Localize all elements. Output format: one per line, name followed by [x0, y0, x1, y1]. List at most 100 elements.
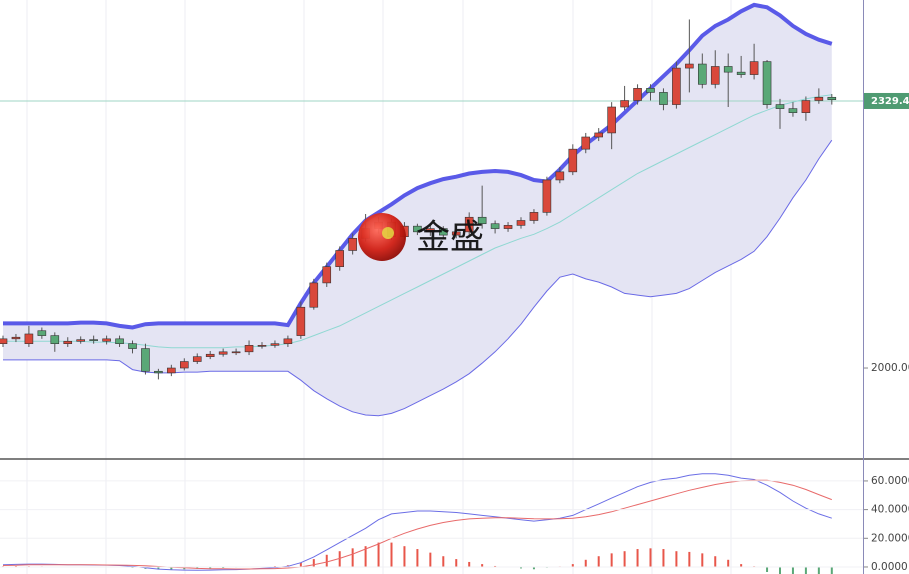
candle-body	[568, 148, 578, 173]
candle-body	[180, 361, 189, 369]
macd-histogram-bar	[610, 553, 613, 567]
band-line	[3, 139, 833, 417]
macd-histogram-bar	[455, 559, 458, 567]
macd-histogram-bar	[351, 548, 354, 567]
candle-body	[141, 348, 150, 372]
macd-histogram-bar	[429, 552, 432, 567]
candle-body	[50, 335, 60, 345]
macd-histogram-bar	[325, 554, 328, 567]
watermark: 金盛	[358, 213, 484, 261]
candle-body	[529, 212, 539, 221]
candle-body	[723, 66, 733, 73]
macd-histogram-bar	[623, 551, 626, 567]
y-tick-label: 60.0000	[871, 475, 909, 487]
candle-body	[192, 356, 202, 362]
macd-histogram-bar	[727, 559, 730, 567]
band-line	[3, 2, 833, 330]
macd-histogram-bar	[377, 542, 380, 567]
candle-body	[348, 238, 357, 251]
candle-body	[335, 250, 345, 267]
macd-histogram-bar	[403, 546, 406, 567]
macd-histogram-bar	[442, 556, 445, 567]
macd-histogram-bar	[701, 553, 704, 567]
candle-body	[542, 179, 552, 213]
candle-body	[633, 88, 642, 101]
macd-histogram-bar	[364, 546, 367, 567]
candle-body	[218, 351, 228, 355]
candle-body	[102, 338, 111, 342]
watermark-text: 金盛	[416, 218, 484, 258]
candle-body	[659, 92, 668, 105]
candle-body	[594, 132, 604, 138]
candle-body	[646, 88, 655, 93]
macd-histogram-bar	[714, 556, 717, 567]
macd-histogram-bar	[312, 559, 315, 567]
macd-histogram-bar	[338, 551, 341, 567]
candle-body	[736, 71, 746, 75]
candle-body	[11, 336, 21, 340]
candle-body	[516, 220, 526, 226]
macd-histogram-bar	[649, 548, 652, 567]
candle-body	[283, 338, 293, 345]
macd-histogram-bar	[532, 566, 535, 570]
macd-histogram-bar	[804, 566, 807, 574]
candle-body	[620, 100, 629, 108]
macd-histogram-bar	[817, 566, 820, 574]
watermark-logo	[358, 213, 406, 261]
candle-body	[451, 231, 461, 236]
macd-histogram-bar	[740, 564, 743, 567]
macd-histogram-bar	[222, 566, 225, 568]
y-tick-label: 40.0000	[871, 504, 909, 516]
macd-histogram-bar	[571, 564, 574, 567]
macd-histogram-bar	[597, 556, 600, 567]
candle-body	[697, 63, 707, 85]
y-tick-label: 0.0000	[871, 561, 908, 573]
y-tick-label: 2000.00	[871, 362, 909, 374]
candle-body	[607, 106, 616, 134]
macd-histogram-bar	[481, 564, 484, 567]
candle-body	[503, 225, 513, 229]
macd-histogram-bar	[675, 551, 678, 567]
band-fill	[3, 4, 832, 416]
candle-body	[115, 338, 124, 345]
macd-histogram-bar	[766, 566, 769, 572]
candle-body	[490, 223, 500, 229]
candle-body	[685, 63, 694, 69]
candle-body	[296, 306, 306, 336]
candle-body	[128, 343, 137, 349]
macd-histogram-bar	[494, 565, 497, 567]
candle-body	[827, 96, 837, 101]
macd-histogram-bar	[791, 566, 794, 574]
macd-panel	[0, 473, 863, 574]
candle-body	[438, 228, 448, 236]
candle-body	[788, 108, 798, 113]
macd-histogram-bar	[636, 549, 639, 567]
candle-body	[76, 339, 85, 342]
candle-body	[309, 282, 319, 308]
macd-histogram-bar	[170, 566, 173, 570]
macd-histogram-bar	[830, 566, 833, 574]
candle-body	[413, 225, 422, 233]
last-price-label: 2329.43	[871, 96, 909, 107]
macd-histogram-bar	[157, 566, 160, 570]
candle-body	[167, 367, 176, 374]
candle-body	[710, 66, 720, 85]
candle-body	[0, 338, 8, 345]
y-tick-label: 20.0000	[871, 532, 909, 544]
candle-body	[464, 216, 474, 233]
macd-histogram-bar	[416, 549, 419, 567]
price-panel	[0, 2, 863, 417]
macd-histogram-bar	[662, 549, 665, 567]
candle-body	[814, 96, 824, 101]
macd-histogram-bar	[688, 551, 691, 567]
candle-body	[63, 340, 73, 345]
watermark-logo-dot	[382, 227, 394, 239]
candle-body	[555, 171, 565, 181]
macd-histogram-bar	[209, 566, 212, 569]
candle-body	[762, 61, 772, 105]
last-price-badge	[864, 92, 909, 109]
band-line	[3, 94, 832, 349]
candle-body	[775, 104, 785, 109]
